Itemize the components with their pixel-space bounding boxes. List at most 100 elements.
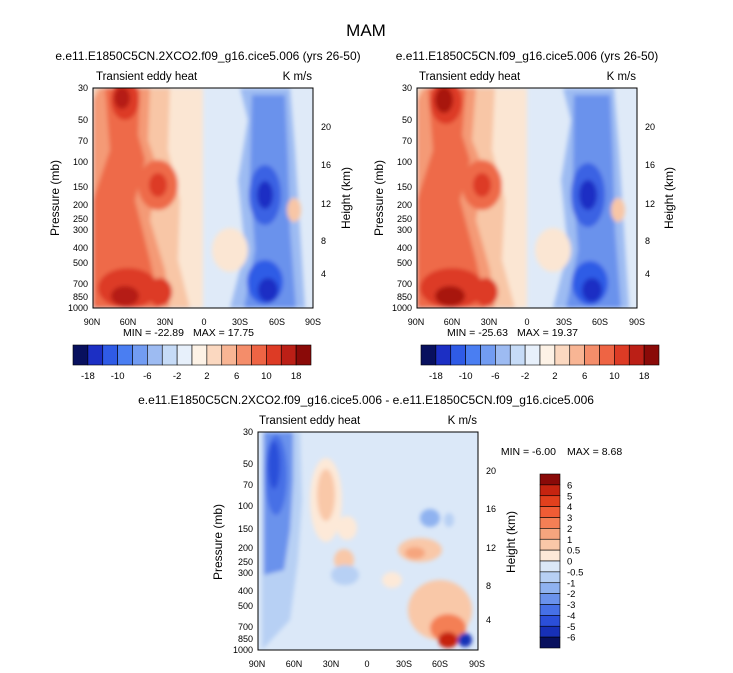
panel-b-ytick: 300 <box>397 225 412 235</box>
panel-b-right-label: K m/s <box>607 71 637 83</box>
colorbar-swatch <box>295 344 312 366</box>
panel-c-ytick: 500 <box>238 601 253 611</box>
panel-c-ytick: 150 <box>238 524 253 534</box>
colorbar-tick-label: -5 <box>567 622 575 633</box>
panel-b-height-tick: 8 <box>645 236 650 246</box>
panel-a-ylabel: Pressure (mb) <box>48 160 62 236</box>
colorbar-tick-label: 6 <box>567 480 572 491</box>
colorbar-swatch <box>450 344 466 366</box>
panel-b-max-label: MAX = 19.37 <box>517 327 578 339</box>
colorbar-tick-label: 1 <box>567 535 572 546</box>
colorbar-swatch <box>221 344 237 366</box>
panel-a-ytick: 100 <box>73 157 88 167</box>
panel-b-ytick: 150 <box>397 182 412 192</box>
colorbar-swatch <box>161 344 178 366</box>
colorbar-swatch <box>435 344 452 366</box>
colorbar-swatch <box>539 517 561 529</box>
panel-c-left-label: Transient eddy heat <box>259 415 361 427</box>
colorbar-swatch <box>539 549 561 562</box>
colorbar-swatch <box>628 344 645 366</box>
colorbar-swatch <box>495 344 511 366</box>
panel-c-ytick: 100 <box>238 501 253 511</box>
panel-a-ytick: 200 <box>73 200 88 210</box>
colorbar-swatch <box>539 495 561 507</box>
panel-a-ytick: 30 <box>78 83 88 93</box>
colorbar-swatch <box>614 344 630 366</box>
panel-a-ytick: 50 <box>78 115 88 125</box>
panel-b-contour-field <box>416 87 638 309</box>
colorbar-swatch <box>539 636 561 649</box>
panel-b-ytick: 250 <box>397 214 412 224</box>
colorbar-swatch <box>480 344 496 366</box>
colorbar-tick-label: -10 <box>459 371 473 382</box>
colorbar-tick-label: 10 <box>609 371 620 382</box>
colorbar-swatch <box>465 344 481 366</box>
colorbar-swatch <box>599 344 615 366</box>
panel-a-height-tick: 20 <box>321 122 331 132</box>
panel-a-height-tick: 12 <box>321 199 331 209</box>
panel-c-ytick: 50 <box>243 459 253 469</box>
panel-a-height-tick: 8 <box>321 236 326 246</box>
colorbar-tick-label: 18 <box>639 371 650 382</box>
panel-b-ytick: 400 <box>397 243 412 253</box>
panel-c-xtick: 30S <box>396 659 412 669</box>
colorbar-swatch <box>539 484 561 497</box>
colorbar-swatch <box>539 604 561 616</box>
panel-a-ytick: 250 <box>73 214 88 224</box>
colorbar-tick-label: 0.5 <box>567 546 580 557</box>
colorbar-tick-label: 2 <box>204 371 209 382</box>
colorbar-tick-label: -18 <box>81 371 95 382</box>
panel-b-height-tick: 4 <box>645 269 650 279</box>
panel-a-left-label: Transient eddy heat <box>96 71 198 83</box>
panel-b-ytick: 50 <box>402 115 412 125</box>
panel-c-y2label: Height (km) <box>504 511 518 573</box>
colorbar-swatch <box>554 344 571 366</box>
panel-c-right-label: K m/s <box>448 415 478 427</box>
colorbar-swatch <box>539 506 561 518</box>
panel-c-height-tick: 20 <box>486 466 496 476</box>
colorbar-tick-label: -1 <box>567 578 575 589</box>
panel-a-height-tick: 4 <box>321 269 326 279</box>
colorbar-swatch <box>117 344 133 366</box>
panel-c-xtick: 90N <box>249 659 266 669</box>
colorbar-swatch <box>236 344 252 366</box>
colorbar-tick-label: -10 <box>111 371 125 382</box>
panel-c-xtick: 60S <box>432 659 448 669</box>
colorbar-tick-label: -2 <box>173 371 181 382</box>
panel-c-height-tick: 4 <box>486 615 491 625</box>
colorbar-swatch <box>584 344 600 366</box>
colorbar-swatch <box>72 344 89 366</box>
panel-a-xtick: 30N <box>157 317 174 327</box>
panel-a-ytick: 400 <box>73 243 88 253</box>
colorbar-swatch <box>643 344 660 366</box>
panel-c-ytick: 200 <box>238 543 253 553</box>
panel-c-title: e.e11.E1850C5CN.2XCO2.f09_g16.cice5.006 … <box>138 393 594 407</box>
panel-c-ytick: 1000 <box>233 645 253 655</box>
colorbar-swatch <box>539 560 561 573</box>
colorbar-tick-label: -6 <box>143 371 151 382</box>
colorbar-swatch <box>539 528 561 540</box>
colorbar-tick-label: 5 <box>567 491 572 502</box>
colorbar-swatch <box>251 344 267 366</box>
panel-a-ytick: 70 <box>78 136 88 146</box>
panel-c-xtick: 90S <box>469 659 485 669</box>
colorbar-swatch <box>266 344 282 366</box>
colorbar-tick-label: -6 <box>491 371 499 382</box>
panel-b-xtick: 30N <box>481 317 498 327</box>
colorbar-swatch <box>280 344 297 366</box>
colorbar-tick-label: -6 <box>567 633 575 644</box>
panel-b-ytick: 70 <box>402 136 412 146</box>
panel-c-max-label: MAX = 8.68 <box>567 446 622 458</box>
panel-b-xtick: 90N <box>408 317 425 327</box>
panel-c-height-tick: 16 <box>486 504 496 514</box>
panel-b-xtick: 0 <box>524 317 529 327</box>
panel-b-ytick: 500 <box>397 258 412 268</box>
colorbar-tick-label: 0 <box>567 557 572 568</box>
panel-c-ytick: 700 <box>238 622 253 632</box>
panel-a-max-label: MAX = 17.75 <box>193 327 254 339</box>
panel-c-ytick: 30 <box>243 427 253 437</box>
colorbar-swatch <box>539 582 561 594</box>
panel-b-ytick: 1000 <box>392 303 412 313</box>
